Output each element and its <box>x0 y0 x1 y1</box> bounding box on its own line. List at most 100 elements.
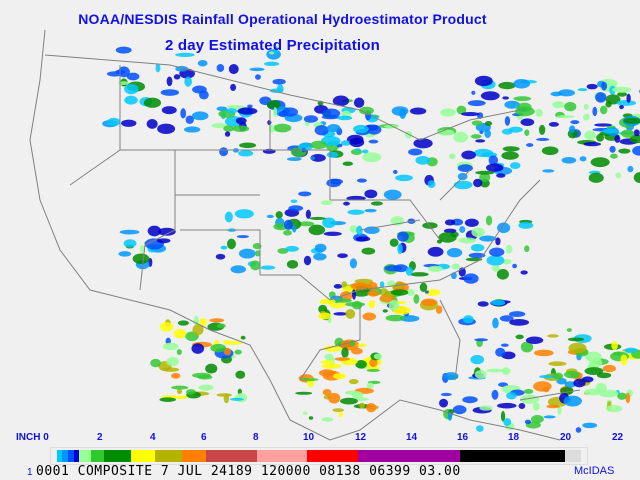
precipitation-cell <box>124 95 138 105</box>
precipitation-cell <box>424 290 429 294</box>
precipitation-cell <box>561 156 577 164</box>
precipitation-cell <box>224 211 233 223</box>
precipitation-cell <box>502 96 509 100</box>
precipitation-cell <box>143 97 162 108</box>
precipitation-cell <box>234 349 242 355</box>
precipitation-cell <box>118 66 130 78</box>
precipitation-cell <box>373 353 383 360</box>
legend-tick: 12 <box>355 432 367 443</box>
precipitation-cell <box>438 232 457 243</box>
precipitation-cell <box>512 263 517 269</box>
legend-tick: 6 <box>201 432 207 443</box>
precipitation-cell <box>362 149 369 154</box>
precipitation-cell <box>626 93 631 103</box>
precipitation-cell <box>356 225 363 236</box>
precipitation-cell <box>458 237 477 244</box>
precipitation-cell <box>321 417 334 422</box>
precipitation-cell <box>498 81 516 90</box>
precipitation-cell <box>620 354 628 366</box>
precipitation-cell <box>239 142 257 149</box>
precipitation-cell <box>319 298 336 305</box>
precipitation-cell <box>343 201 350 206</box>
precipitation-cell <box>303 255 312 266</box>
precipitation-cell <box>491 389 499 400</box>
color-scale-segment <box>79 450 91 462</box>
precipitation-cell <box>389 238 399 247</box>
precipitation-cell <box>209 318 225 323</box>
color-scale-segment <box>155 450 182 462</box>
boundary-line <box>330 169 471 241</box>
legend-tick: 8 <box>253 432 259 443</box>
precipitation-cell <box>155 63 161 73</box>
precipitation-cell <box>567 337 585 342</box>
precipitation-cell <box>548 361 567 367</box>
precipitation-cell <box>335 298 352 303</box>
precipitation-cell <box>266 214 274 219</box>
precipitation-cell <box>273 107 278 117</box>
precipitation-cell <box>173 328 187 339</box>
precipitation-cell <box>332 408 345 413</box>
precipitation-cell <box>347 209 365 215</box>
precipitation-cell <box>611 340 618 351</box>
precipitation-cell <box>240 335 246 340</box>
precipitation-cell <box>362 152 382 163</box>
precipitation-cell <box>475 139 486 143</box>
precipitation-cell <box>223 393 230 404</box>
precipitation-cell <box>292 225 297 233</box>
legend-tick: 14 <box>406 432 418 443</box>
precipitation-cell <box>415 155 431 165</box>
precipitation-cell <box>443 228 457 234</box>
precipitation-cell <box>250 260 261 271</box>
precipitation-cell <box>486 255 505 266</box>
precipitation-cell <box>471 227 485 238</box>
precipitation-cell <box>249 67 265 72</box>
precipitation-cell <box>283 230 292 236</box>
precipitation-cell <box>303 115 319 123</box>
precipitation-cell <box>341 140 351 146</box>
precipitation-cell <box>439 398 449 408</box>
precipitation-cell <box>215 253 226 260</box>
precipitation-cell <box>342 161 354 166</box>
precipitation-cell <box>185 115 194 125</box>
precipitation-cell <box>506 392 517 400</box>
boundary-line <box>175 110 331 275</box>
precipitation-cell <box>216 64 225 72</box>
precipitation-cell <box>300 378 319 382</box>
precipitation-cell <box>247 104 253 108</box>
precipitation-cell <box>583 141 602 147</box>
precipitation-cell <box>470 354 485 365</box>
precipitation-cell <box>460 112 480 117</box>
precipitation-cell <box>192 85 207 94</box>
precipitation-cell <box>310 154 326 162</box>
precipitation-cell <box>541 146 559 156</box>
precipitation-cell <box>328 392 341 404</box>
precipitation-cell <box>351 289 357 300</box>
precipitation-cell <box>623 117 640 124</box>
precipitation-cell <box>313 253 327 261</box>
precipitation-cell <box>485 163 504 172</box>
precipitation-cell <box>338 411 343 418</box>
precipitation-cell <box>584 130 596 141</box>
precipitation-cell <box>473 178 483 188</box>
precipitation-cell <box>161 106 177 115</box>
precipitation-cell <box>392 169 398 174</box>
color-scale-segment <box>307 450 358 462</box>
precipitation-cell <box>332 95 350 107</box>
precipitation-cell <box>290 199 298 203</box>
precipitation-cell <box>546 404 561 409</box>
precipitation-cell <box>333 373 347 380</box>
precipitation-cell <box>346 195 366 201</box>
precipitation-cell <box>288 205 304 212</box>
precipitation-cell <box>484 120 493 127</box>
precipitation-cell <box>230 83 237 91</box>
precipitation-cell <box>260 265 276 270</box>
precipitation-cell <box>224 131 231 137</box>
color-scale-bar <box>50 447 588 465</box>
precipitation-cell <box>480 91 500 101</box>
precipitation-cell <box>326 124 341 133</box>
precipitation-cell <box>602 364 617 373</box>
precipitation-cell <box>308 224 326 236</box>
precipitation-cell <box>225 108 238 114</box>
precipitation-cell <box>627 165 634 173</box>
precipitation-cell <box>309 216 326 220</box>
